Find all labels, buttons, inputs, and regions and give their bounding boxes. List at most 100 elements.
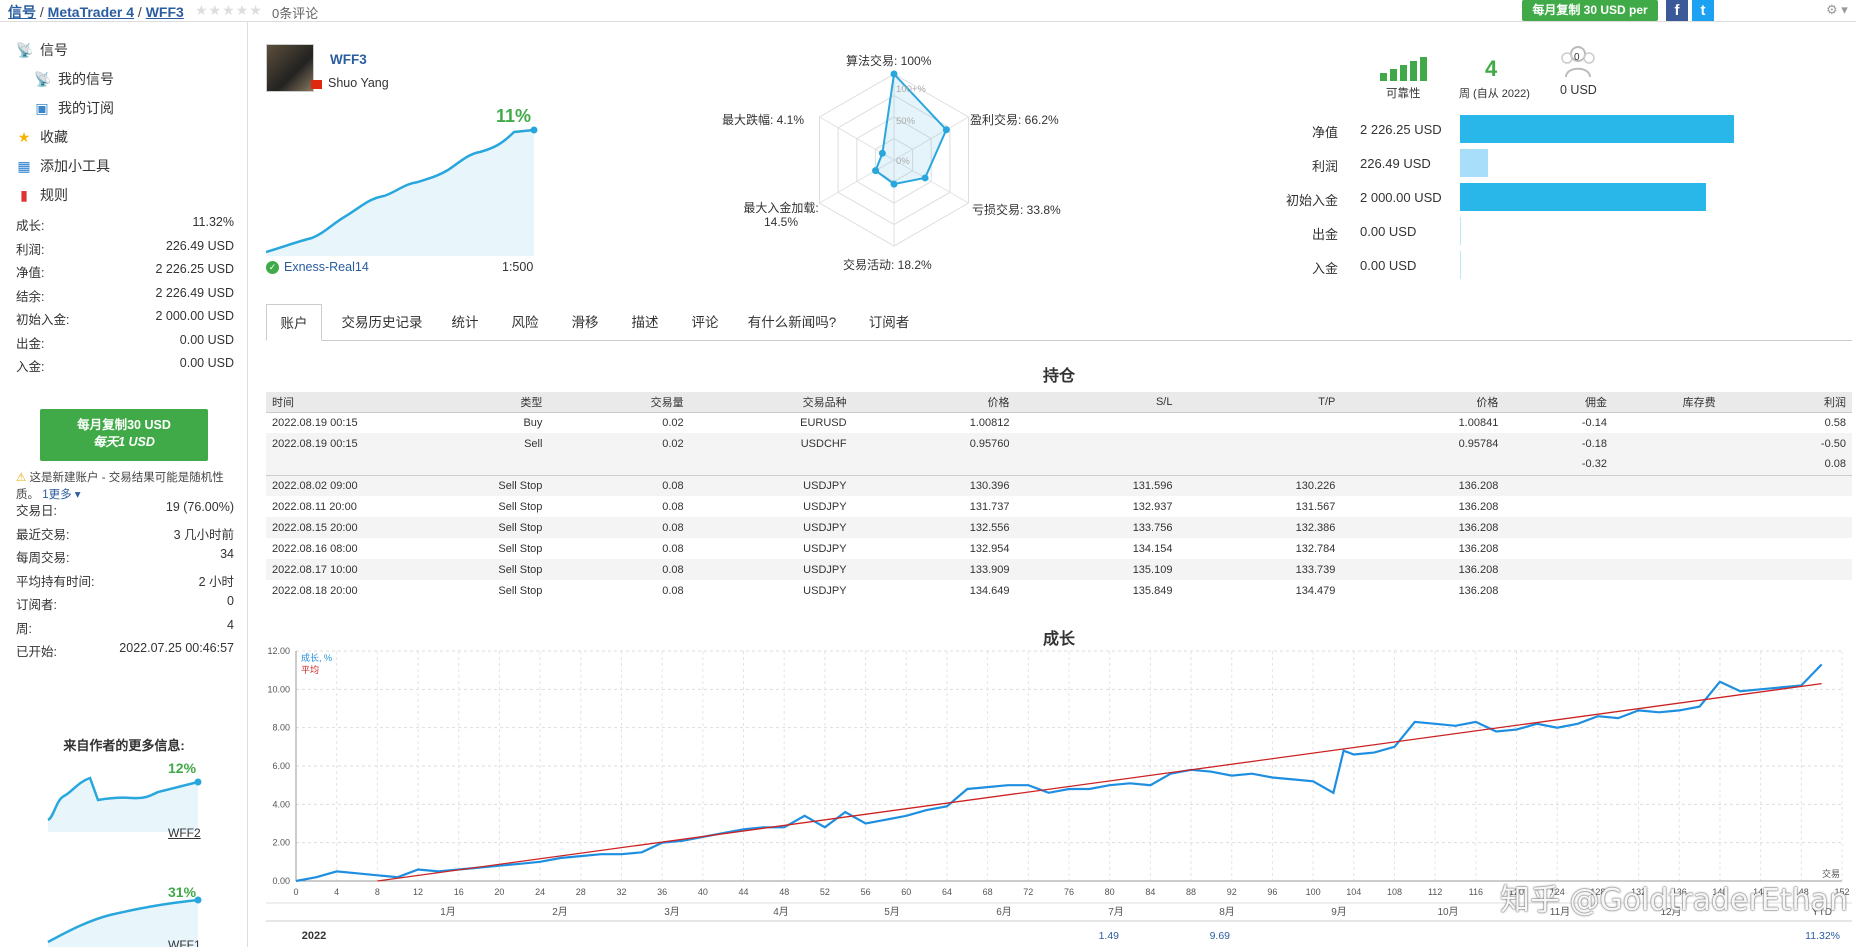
- balance-bar: [1460, 183, 1707, 211]
- positions-cell: [1613, 412, 1722, 433]
- growth-y-tick-label: 8.00: [272, 723, 290, 733]
- positions-cell: USDJPY: [689, 474, 853, 496]
- growth-x-tick-label: 16: [454, 887, 464, 897]
- positions-header-cell[interactable]: 交易品种: [689, 392, 853, 413]
- positions-header-cell[interactable]: 类型: [385, 392, 549, 413]
- wff2-growth: 12%: [168, 760, 197, 776]
- signal-author[interactable]: Shuo Yang: [328, 76, 389, 90]
- wff1-mini-chart[interactable]: [40, 880, 210, 947]
- positions-header-cell[interactable]: 库存费: [1612, 392, 1722, 413]
- facebook-icon[interactable]: f: [1666, 0, 1688, 21]
- signal-name[interactable]: WFF3: [330, 52, 367, 67]
- growth-month-label: 9月: [1331, 906, 1347, 918]
- note-more-link[interactable]: 1更多 ▾: [42, 489, 81, 501]
- growth-x-tick-label: 68: [983, 887, 993, 897]
- positions-header-cell[interactable]: S/L: [1015, 392, 1179, 413]
- balance-bar: [1460, 115, 1734, 143]
- new-account-note: ⚠ 这是新建账户 - 交易结果可能是随机性质。 1更多 ▾: [16, 470, 234, 504]
- positions-header-cell[interactable]: 时间: [266, 392, 386, 413]
- positions-row: 2022.08.15 20:00 Sell Stop 0.08 USDJPY 132.5…: [266, 517, 1852, 538]
- positions-header-cell[interactable]: 佣金: [1504, 392, 1613, 413]
- tab-risk[interactable]: 风险: [511, 315, 539, 330]
- trading-stat-value: 0: [227, 594, 234, 608]
- positions-cell: 136.208: [1458, 500, 1499, 513]
- positions-cell: [1178, 454, 1342, 475]
- breadcrumb-wff3-link[interactable]: WFF3: [145, 4, 184, 20]
- trading-stat-row: 最近交易: 3 几小时前: [16, 524, 234, 543]
- positions-cell: 130.226: [1178, 474, 1342, 496]
- positions-cell: [1504, 474, 1613, 496]
- positions-cell: 133.756: [1015, 517, 1179, 538]
- positions-cell: 132.386: [1178, 517, 1342, 538]
- subscribe-button[interactable]: 每月复制30 USD 每天1 USD: [40, 409, 208, 461]
- positions-header-cell[interactable]: 交易量: [548, 392, 690, 413]
- nav-signals[interactable]: 📡 信号: [16, 40, 68, 60]
- tab-description[interactable]: 描述: [631, 315, 659, 330]
- positions-cell: 0.08: [548, 559, 690, 580]
- tab-slippage[interactable]: 滑移: [571, 315, 599, 330]
- tab-subscribers[interactable]: 订阅者: [868, 315, 910, 330]
- rating-stars[interactable]: ★★★★★: [195, 2, 263, 18]
- account-stat-value: 226.49 USD: [165, 238, 234, 253]
- positions-cell: 132.937: [1132, 500, 1173, 513]
- wff2-mini-chart[interactable]: [40, 762, 210, 832]
- growth-x-tick-label: 104: [1346, 887, 1361, 897]
- tab-reviews[interactable]: 评论: [691, 315, 719, 330]
- positions-header-cell[interactable]: 价格: [852, 392, 1016, 413]
- reviews-count[interactable]: 0条评论: [272, 6, 319, 21]
- account-stat-value: 2 226.49 USD: [155, 285, 234, 300]
- settings-gear-icon[interactable]: ⚙ ▾: [1826, 2, 1848, 17]
- trading-stat-label: 已开始:: [16, 645, 57, 659]
- positions-header-cell[interactable]: 价格: [1341, 392, 1505, 413]
- subscribers-value: 0 USD: [1560, 83, 1597, 97]
- tab-news[interactable]: 有什么新闻吗?: [747, 315, 837, 330]
- radar-scale-50: 50%: [896, 116, 916, 127]
- positions-header-cell[interactable]: 利润: [1721, 392, 1852, 413]
- star-icon: ★: [17, 129, 31, 145]
- growth-x-tick-label: 100: [1306, 887, 1321, 897]
- twitter-icon[interactable]: t: [1692, 0, 1714, 21]
- nav-add-widget[interactable]: ▦ 添加小工具: [16, 156, 110, 176]
- wff2-link[interactable]: WFF2: [168, 826, 201, 840]
- positions-cell: 2022.08.19 00:15: [266, 433, 386, 454]
- positions-cell: -0.18: [1504, 433, 1613, 454]
- nav-my-subscriptions[interactable]: ▣ 我的订阅: [34, 98, 114, 118]
- zhihu-watermark: 知乎 @GoldtraderEthan: [1500, 883, 1848, 918]
- positions-cell: [689, 454, 853, 475]
- broker-name[interactable]: Exness-Real14: [284, 260, 369, 274]
- balance-value: 0.00 USD: [1360, 224, 1417, 239]
- breadcrumb-mt4-link[interactable]: MetaTrader 4: [47, 4, 135, 20]
- positions-cell: [1504, 538, 1613, 559]
- nav-my-signals[interactable]: 📡 我的信号: [34, 69, 114, 89]
- nav-rules[interactable]: ▮ 规则: [16, 185, 68, 205]
- breadcrumb-signals-link[interactable]: 信号: [8, 4, 36, 20]
- positions-cell: USDCHF: [689, 433, 853, 454]
- trading-stat-label: 交易日:: [16, 504, 57, 518]
- growth-legend-growth: 成长, %: [301, 652, 332, 663]
- growth-month-label: 12月: [1660, 906, 1681, 918]
- account-stat-value: 2 226.25 USD: [155, 262, 234, 276]
- positions-cell: 1.00841: [1458, 416, 1499, 429]
- radar-label-drawdown: 最大跌幅: 4.1%: [722, 113, 805, 127]
- tab-trade-history[interactable]: 交易历史记录: [341, 315, 423, 330]
- top-bar: 信号 / MetaTrader 4 / WFF3 ★★★★★ 0条评论 每月复制…: [0, 0, 1856, 22]
- subscribe-price: 每月复制30 USD: [77, 418, 171, 432]
- positions-cell: Sell Stop: [498, 500, 543, 513]
- wff1-link[interactable]: WFF1: [168, 938, 201, 947]
- growth-aug-value: 9.69: [1210, 930, 1231, 942]
- copy-subscribe-button-top[interactable]: 每月复制 30 USD per: [1522, 0, 1658, 21]
- positions-cell: -0.32: [1504, 454, 1613, 475]
- radar-point: [942, 126, 950, 134]
- positions-header-cell[interactable]: T/P: [1178, 392, 1342, 413]
- positions-cell: 136.208: [1458, 584, 1499, 597]
- tab-account[interactable]: 账户: [266, 304, 322, 341]
- nav-favorites[interactable]: ★ 收藏: [16, 127, 68, 147]
- growth-x-tick-label: 120: [1509, 887, 1524, 897]
- positions-cell: EURUSD: [800, 416, 847, 429]
- tab-statistics[interactable]: 统计: [451, 315, 479, 330]
- positions-title: 持仓: [1043, 368, 1076, 385]
- positions-header-row: 时间 类型 交易量 交易品种 价格 S/L T/P 价格 佣金 库存费 利润: [266, 392, 1852, 413]
- account-stat-row: 净值: 2 226.25 USD: [16, 262, 234, 281]
- positions-cell: 0.08: [1721, 454, 1852, 475]
- trading-stat-value: 2 小时: [198, 574, 234, 589]
